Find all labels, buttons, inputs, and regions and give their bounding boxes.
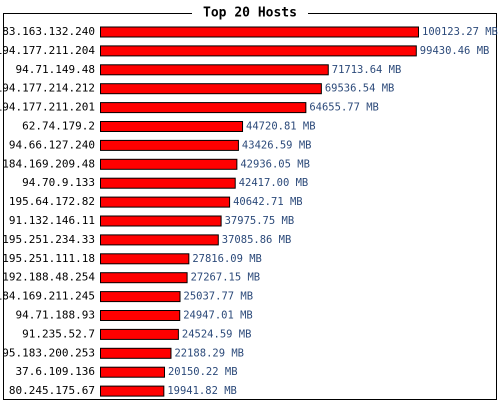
title-background (192, 5, 308, 21)
bar (100, 385, 165, 397)
value-label: 69536.54 MB (325, 83, 395, 95)
category-label: 94.71.149.48 (16, 63, 95, 76)
category-label: 195.251.234.33 (2, 233, 95, 246)
value-label: 42936.05 MB (240, 158, 310, 170)
bar (100, 328, 179, 340)
value-label: 24524.59 MB (182, 328, 252, 340)
value-label: 37975.75 MB (225, 215, 295, 227)
bar (100, 26, 419, 38)
value-label: 71713.64 MB (332, 64, 402, 76)
bar (100, 196, 231, 208)
category-label: 194.177.211.204 (0, 44, 95, 57)
bar (100, 45, 417, 57)
bar (100, 253, 190, 265)
bar (100, 64, 329, 76)
category-label: 94.70.9.133 (22, 176, 95, 189)
value-label: 99430.46 MB (420, 45, 490, 57)
category-label: 91.132.146.11 (9, 214, 95, 227)
value-label: 22188.29 MB (174, 347, 244, 359)
value-label: 24947.01 MB (183, 310, 253, 322)
bar (100, 291, 181, 303)
category-label: 94.66.127.240 (9, 138, 95, 151)
category-label: 194.177.211.201 (0, 101, 95, 114)
bar (100, 177, 236, 189)
category-label: 184.169.209.48 (2, 157, 95, 170)
category-label: 184.169.211.245 (0, 290, 95, 303)
bar (100, 366, 165, 378)
bar (100, 83, 322, 95)
category-label: 94.71.188.93 (16, 309, 95, 322)
category-label: 95.183.200.253 (2, 346, 95, 359)
value-label: 42417.00 MB (239, 177, 309, 189)
bar (100, 272, 188, 284)
value-label: 100123.27 MB (422, 26, 498, 38)
bar (100, 158, 238, 170)
value-label: 40642.71 MB (233, 196, 303, 208)
value-label: 27267.15 MB (191, 272, 261, 284)
category-label: 80.245.175.67 (9, 384, 95, 397)
category-label: 195.251.111.18 (2, 252, 95, 265)
category-label: 194.177.214.212 (0, 82, 95, 95)
value-label: 37085.86 MB (222, 234, 292, 246)
value-label: 44720.81 MB (246, 121, 316, 133)
bar (100, 310, 181, 321)
bar (100, 121, 244, 132)
category-label: 192.188.48.254 (2, 271, 95, 284)
value-label: 20150.22 MB (168, 366, 238, 378)
category-label: 37.6.109.136 (16, 365, 95, 378)
chart-title: Top 20 Hosts (203, 6, 297, 21)
value-label: 43426.59 MB (242, 139, 312, 151)
value-label: 19941.82 MB (167, 385, 237, 397)
value-label: 27816.09 MB (192, 253, 262, 265)
bar (100, 215, 222, 227)
category-label: 91.235.52.7 (22, 327, 95, 340)
value-label: 64655.77 MB (309, 102, 379, 114)
bar (100, 102, 307, 114)
bar (100, 347, 172, 359)
category-label: 83.163.132.240 (2, 25, 95, 38)
bar (100, 234, 219, 246)
category-label: 195.64.172.82 (9, 195, 95, 208)
value-label: 25037.77 MB (184, 291, 254, 303)
bar (100, 139, 239, 151)
category-label: 62.74.179.2 (22, 120, 95, 133)
